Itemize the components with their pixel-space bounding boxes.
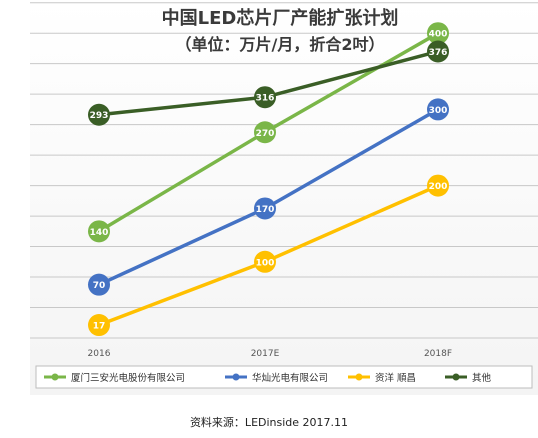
- data-point: [254, 250, 276, 273]
- legend-marker: [452, 373, 460, 381]
- data-point: [254, 121, 276, 144]
- legend-item: 资洋 順昌: [348, 372, 416, 384]
- data-point: [88, 273, 110, 296]
- data-label: 17: [93, 322, 106, 332]
- data-label: 270: [256, 129, 275, 139]
- chart-title: 中国LED芯片厂产能扩张计划: [162, 7, 399, 29]
- series-other: 293 316 376: [88, 40, 449, 126]
- data-point: [254, 197, 276, 220]
- data-label: 140: [90, 228, 109, 238]
- source-note: 资料来源：LEDinside 2017.11: [189, 416, 349, 429]
- data-point: [427, 98, 449, 121]
- data-point: [88, 103, 110, 126]
- data-point: [427, 22, 449, 45]
- series-huacan: 70 170 300: [88, 98, 449, 296]
- legend-label: 华灿光电有限公司: [252, 372, 328, 384]
- data-point: [427, 40, 449, 63]
- legend-marker: [355, 373, 363, 381]
- legend-marker: [232, 373, 240, 381]
- legend-marker: [51, 373, 59, 381]
- data-label: 170: [256, 205, 275, 215]
- chart-panel: 中国LED芯片厂产能扩张计划 （单位：万片/月，折合2吋） 2016 2017E 2…: [30, 0, 538, 395]
- x-axis: 2016 2017E 2018F: [88, 349, 453, 359]
- data-point: [88, 220, 110, 243]
- data-label: 200: [429, 182, 448, 192]
- legend-label: 厦门三安光电股份有限公司: [71, 372, 185, 384]
- line-chart: 中国LED芯片厂产能扩张计划 （单位：万片/月，折合2吋） 2016 2017E 2…: [30, 2, 538, 389]
- data-label: 293: [90, 111, 109, 121]
- legend-box: [35, 365, 533, 389]
- data-point: [88, 314, 110, 337]
- data-label: 300: [429, 106, 448, 116]
- data-label: 316: [256, 94, 275, 104]
- legend-item: 厦门三安光电股份有限公司: [44, 372, 185, 384]
- legend-item: 华灿光电有限公司: [225, 372, 328, 384]
- x-tick-label: 2016: [88, 349, 111, 359]
- data-label: 400: [429, 30, 448, 40]
- data-label: 376: [429, 48, 448, 58]
- chart-subtitle: （单位：万片/月，折合2吋）: [176, 35, 385, 54]
- series-zisheng: 17 100 200: [88, 174, 449, 337]
- data-label: 70: [93, 281, 106, 291]
- x-tick-label: 2017E: [251, 349, 280, 359]
- legend: 厦门三安光电股份有限公司 华灿光电有限公司 资洋 順昌 其他: [35, 365, 533, 389]
- data-point: [427, 174, 449, 197]
- data-label: 100: [256, 258, 275, 268]
- x-tick-label: 2018F: [424, 349, 452, 359]
- series-lines: 140 270 400 70 170 300 17 100 200 293 316 376: [88, 22, 449, 337]
- data-point: [254, 86, 276, 109]
- legend-label: 资洋 順昌: [375, 372, 416, 384]
- legend-item: 其他: [445, 372, 492, 384]
- legend-label: 其他: [472, 372, 492, 384]
